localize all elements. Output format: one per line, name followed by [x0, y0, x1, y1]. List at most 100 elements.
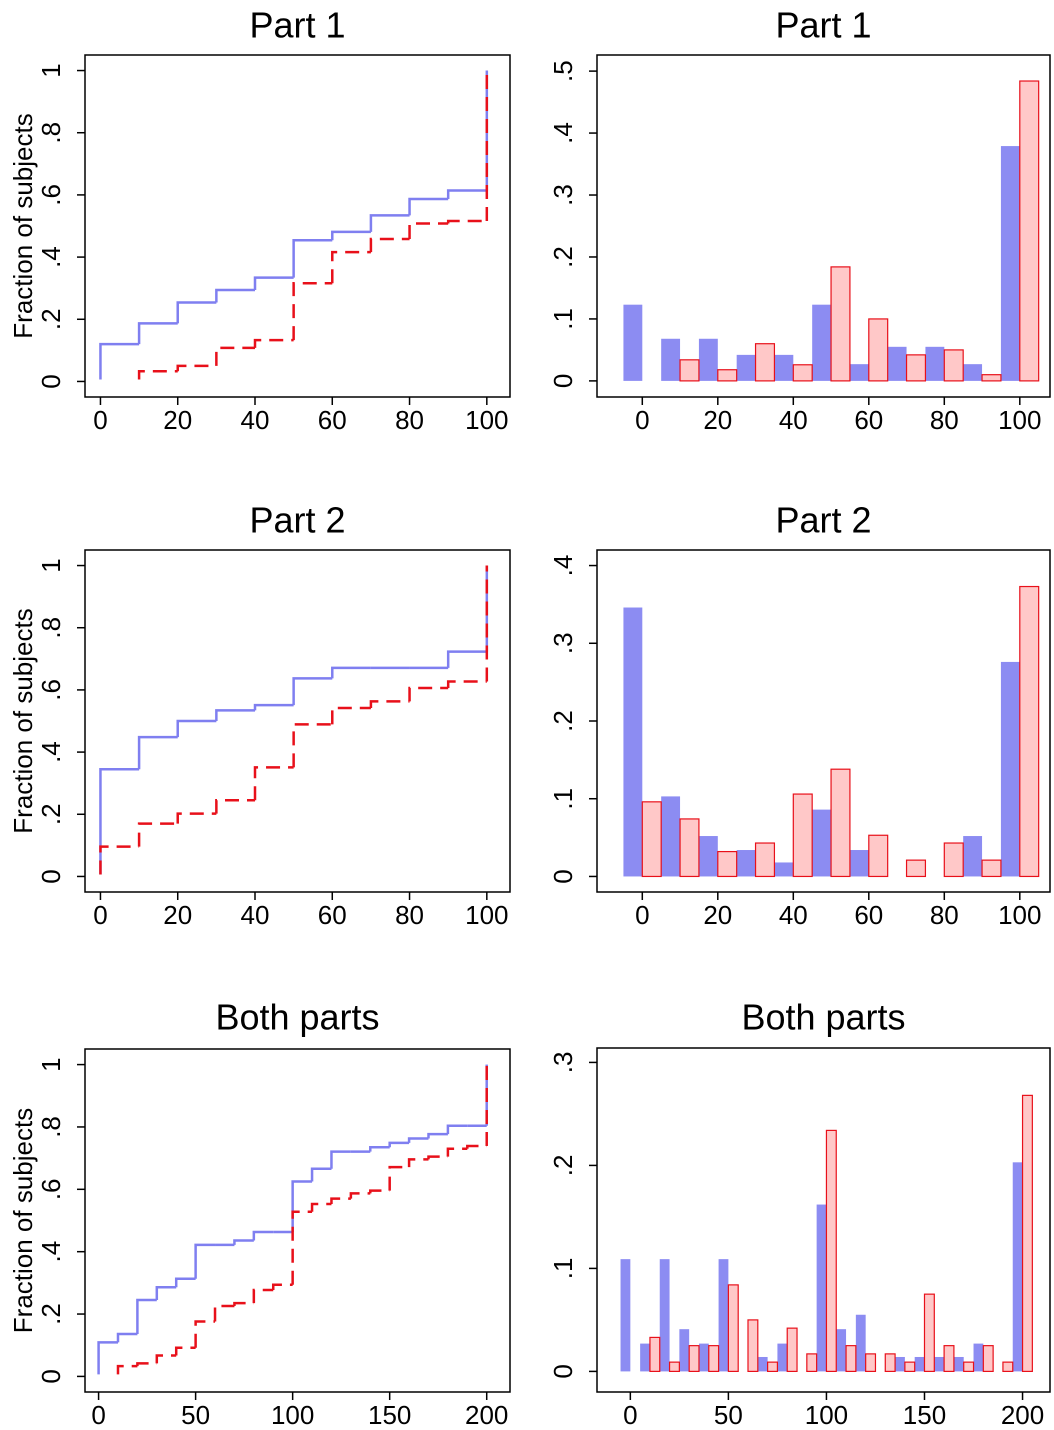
step-line [253, 766, 294, 801]
step-line [215, 709, 255, 721]
y-tick-label: .4 [36, 246, 66, 268]
bar [845, 1345, 857, 1373]
step-line [176, 301, 217, 324]
bar [679, 818, 700, 878]
step-line [369, 214, 410, 232]
panel-title: Both parts [215, 997, 379, 1038]
step-line [330, 1197, 351, 1204]
bar [1000, 146, 1020, 381]
step-line [97, 1341, 118, 1375]
bar [708, 1345, 720, 1373]
panel: Both parts 0 .1 .2 .3 0 50 100 150 200 [548, 997, 1051, 1430]
step-line [349, 1192, 371, 1199]
y-tick-label: .1 [548, 1258, 578, 1280]
bar [865, 1353, 877, 1373]
x-tick-label: 100 [465, 405, 508, 435]
step-line [446, 650, 487, 668]
step-line [388, 1165, 410, 1191]
bar [1002, 1361, 1014, 1373]
panel-title: Part 1 [249, 5, 345, 46]
step-line [253, 276, 294, 291]
step-line [291, 1180, 313, 1233]
x-tick-label: 60 [854, 900, 883, 930]
step-line [215, 799, 255, 814]
bar [934, 1356, 945, 1372]
step-line [194, 1320, 216, 1348]
bar [698, 836, 718, 877]
y-tick-label: .4 [36, 741, 66, 763]
y-tick-label: .4 [548, 555, 578, 577]
bar [661, 796, 681, 877]
y-tick-label: .2 [548, 710, 578, 732]
x-tick-label: 20 [163, 405, 192, 435]
bar [717, 850, 738, 878]
bar [649, 1336, 661, 1373]
bar [717, 369, 738, 382]
panel-title: Part 1 [775, 5, 871, 46]
y-tick-label: .8 [36, 617, 66, 639]
step-line [407, 1137, 429, 1143]
bar [925, 346, 945, 381]
bar [718, 1259, 729, 1372]
bar [698, 338, 718, 381]
bar [973, 1343, 984, 1372]
step-line [330, 1150, 351, 1169]
bar [825, 1129, 837, 1373]
bar [754, 842, 776, 878]
step-line [233, 1301, 254, 1306]
x-tick-label: 20 [703, 405, 732, 435]
step-line [176, 364, 217, 372]
step-line [427, 1155, 448, 1160]
bar [688, 1345, 700, 1373]
y-tick-label: .3 [548, 632, 578, 654]
step-line [408, 686, 449, 702]
y-axis-label: Fraction of subjects [8, 113, 38, 338]
step-line [408, 197, 449, 216]
y-tick-label: .6 [36, 184, 66, 206]
x-tick-label: 0 [93, 900, 107, 930]
y-tick-label: .6 [36, 1178, 66, 1200]
step-line [331, 666, 371, 679]
bar [698, 1343, 709, 1372]
step-line [252, 1288, 274, 1304]
x-tick-label: 0 [623, 1400, 637, 1430]
bar [887, 346, 907, 381]
bar [868, 834, 889, 878]
plot-frame [596, 1047, 1051, 1393]
panel-title: Both parts [741, 997, 905, 1038]
x-tick-label: 60 [318, 405, 347, 435]
step-line [176, 812, 217, 824]
bar [786, 1327, 798, 1373]
bar [868, 318, 889, 382]
bar [668, 1361, 680, 1373]
bar [1012, 1162, 1023, 1372]
bar [836, 1329, 847, 1372]
panel: Part 1 0 .1 .2 .3 .4 .5 0 20 40 60 80 100 [548, 5, 1051, 435]
plot-frame [84, 1048, 511, 1393]
bar [963, 364, 983, 381]
x-tick-label: 150 [368, 1400, 411, 1430]
x-tick-label: 100 [465, 900, 508, 930]
bar [1021, 1094, 1033, 1373]
panel: Part 2 0 .1 .2 .3 .4 0 20 40 60 80 100 [548, 500, 1051, 930]
y-axis-label: Fraction of subjects [8, 1108, 38, 1333]
bar [620, 1259, 631, 1372]
step-line [446, 1124, 468, 1135]
step-line [116, 1364, 138, 1375]
step-line [446, 1147, 468, 1157]
step-line [446, 189, 487, 199]
y-tick-label: .2 [548, 1155, 578, 1177]
bar [736, 850, 756, 877]
step-line [137, 822, 178, 847]
x-tick-label: 80 [395, 405, 424, 435]
step-line [215, 288, 255, 303]
bar [1019, 80, 1040, 382]
panel-title: Part 2 [775, 500, 871, 541]
x-tick-label: 200 [1001, 1400, 1044, 1430]
step-line [253, 703, 294, 711]
bar [757, 1356, 768, 1372]
bar [982, 1345, 994, 1373]
x-tick-label: 80 [395, 900, 424, 930]
